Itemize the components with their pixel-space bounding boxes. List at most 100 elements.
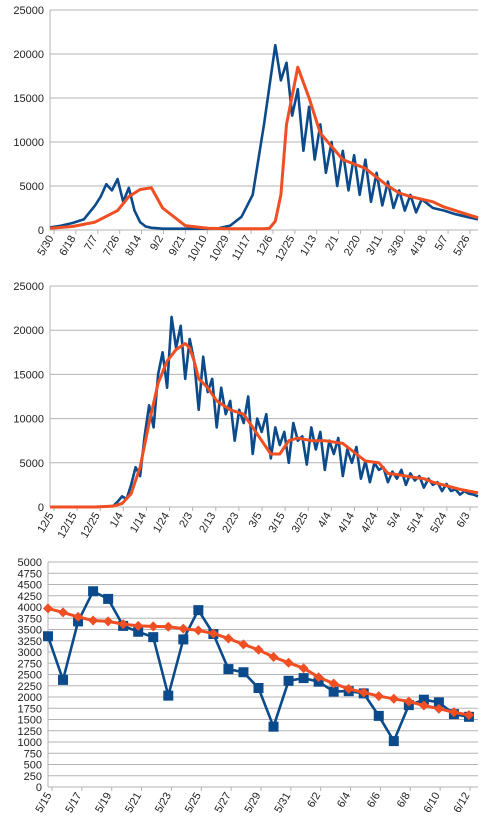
y-tick-label: 1000 [18,737,42,749]
x-tick-label: 4/24 [359,511,380,536]
y-tick-label: 3750 [18,613,42,625]
data-point [388,736,399,747]
x-tick-label: 5/29 [242,791,263,816]
x-tick-label: 5/26 [451,234,472,259]
x-tick-label: 2/20 [342,234,363,259]
data-point [178,623,189,634]
data-point [238,639,249,650]
y-tick-label: 2750 [18,658,42,670]
y-tick-label: 0 [38,502,44,514]
data-point [298,663,309,674]
x-tick-label: 7/7 [82,234,100,253]
y-tick-label: 25000 [13,5,44,17]
x-tick-label: 3/11 [364,234,385,258]
y-tick-label: 2500 [18,670,42,682]
chart-3: 0250500750100012501500175020002250250027… [18,557,478,815]
x-tick-label: 8/14 [123,234,144,259]
data-point [388,693,399,704]
series-line-2 [50,342,479,509]
data-point [58,674,69,685]
data-point [208,628,219,639]
x-tick-label: 2/1 [323,234,341,253]
y-tick-label: 5000 [20,458,44,470]
data-point [358,687,369,698]
data-point [118,619,129,630]
x-tick-label: 5/4 [385,511,403,530]
y-tick-label: 3500 [18,625,42,637]
x-tick-label: 5/27 [213,791,234,816]
data-point [58,607,69,618]
data-point [163,621,174,632]
x-tick-label: 12/5 [35,511,56,536]
y-tick-label: 500 [24,760,42,772]
data-point [433,697,444,708]
data-point [133,620,144,631]
data-point [403,696,414,707]
y-tick-label: 25000 [13,281,44,293]
y-tick-label: 4500 [18,580,42,592]
y-tick-label: 5000 [18,557,42,569]
data-point [313,672,324,683]
x-tick-label: 4/14 [336,511,357,536]
data-point [373,710,384,721]
data-point [103,616,114,627]
data-point [193,605,204,616]
x-tick-label: 5/14 [405,511,426,536]
x-tick-label: 4/4 [316,511,334,530]
data-point [73,611,84,622]
y-tick-label: 1750 [18,703,42,715]
data-point [223,664,234,675]
y-tick-label: 20000 [13,325,44,337]
y-tick-label: 0 [36,782,42,794]
chart-1: 0 5000 10000 15000 20000 25000 5/30 6/18 7/7 7/26… [13,5,479,264]
data-point [418,694,429,705]
data-point [43,631,53,642]
x-tick-label: 7/26 [101,234,122,259]
x-tick-label: 3/5 [247,511,265,530]
data-point [433,703,444,714]
x-tick-label: 1/4 [108,511,126,530]
data-point [103,593,114,604]
data-point [133,626,144,637]
series-line-2 [47,606,470,717]
x-tick-label: 12/15 [56,511,80,541]
series-line-2 [49,65,479,231]
data-point [88,615,99,626]
x-tick-label: 5/19 [93,791,114,816]
x-tick-label: 5/31 [272,791,293,816]
x-tick-label: 10/29 [208,234,232,264]
y-tick-label: 250 [24,771,42,783]
data-point [328,686,339,697]
y-tick-label: 4750 [18,568,42,580]
data-point [178,634,189,645]
y-tick-label: 1500 [18,715,42,727]
x-tick-label: 3/30 [386,234,407,259]
y-tick-label: 10000 [13,414,44,426]
x-tick-label: 6/3 [455,511,473,530]
x-tick-label: 9/21 [167,234,188,259]
y-tick-label: 5000 [20,181,44,193]
series-line-1 [46,589,470,743]
data-point [148,621,159,632]
data-point [418,700,429,711]
data-point [283,657,294,668]
data-point [268,721,279,732]
data-point [43,603,53,614]
data-point [463,710,474,720]
data-point [253,644,264,655]
x-tick-label: 6/10 [422,791,443,816]
data-point [253,683,264,693]
x-tick-label: 1/13 [298,234,319,259]
data-point [88,586,99,597]
series-line-1 [49,43,479,230]
y-tick-label: 10000 [13,137,44,149]
x-tick-label: 5/24 [428,511,449,536]
y-tick-label: 4000 [18,602,42,614]
x-tick-label: 5/23 [153,791,174,816]
x-tick-label: 1/24 [151,511,172,536]
x-tick-label: 2/3 [177,511,195,530]
x-tick-label: 10/10 [186,234,210,264]
x-tick-label: 2/23 [220,511,241,536]
x-tick-label: 5/30 [35,234,56,259]
